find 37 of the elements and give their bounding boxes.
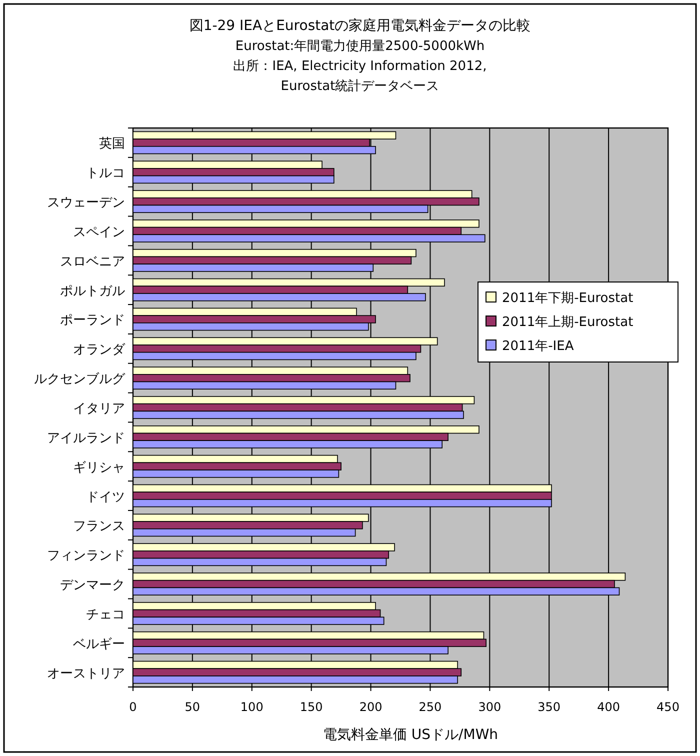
x-tick-label: 350 — [538, 700, 561, 714]
y-tick-label: オーストリア — [47, 666, 125, 682]
x-tick-label: 250 — [418, 700, 442, 714]
legend-label: 2011年下期-Eurostat — [502, 291, 634, 306]
y-tick-label: オランダ — [73, 342, 126, 358]
text: Eurostat統計データベース — [280, 79, 440, 94]
x-tick-label: 400 — [597, 700, 620, 714]
x-tick-label: 50 — [184, 700, 200, 714]
y-tick-label: ルクセンブルグ — [34, 372, 126, 388]
y-tick-label: フィンランド — [47, 548, 125, 564]
x-tick-label: 450 — [656, 700, 680, 714]
y-tick-label: スペイン — [73, 224, 125, 240]
y-tick-label: デンマーク — [60, 578, 125, 594]
x-tick-label: 100 — [240, 700, 264, 714]
x-tick-label: 150 — [300, 700, 323, 714]
y-tick-label: チェコ — [86, 607, 125, 622]
text: 出所：IEA, Electricity Information 2012, — [233, 59, 487, 74]
y-tick-label: ギリシャ — [73, 460, 125, 476]
y-tick-label: ベルギー — [73, 636, 125, 652]
y-tick-label: フランス — [73, 519, 125, 534]
y-tick-label: ポーランド — [60, 313, 125, 328]
y-tick-label: 英国 — [99, 136, 125, 152]
chart-subtitle: Eurostat:年間電力使用量2500-5000kWh — [235, 39, 485, 54]
y-tick-label: トルコ — [86, 166, 125, 182]
x-tick-label: 200 — [359, 700, 382, 714]
y-tick-label: スロベニア — [60, 254, 125, 270]
y-tick-label: ドイツ — [86, 490, 125, 505]
legend-label: 2011年上期-Eurostat — [502, 315, 634, 330]
x-axis-title: 電気料金単価 USドル/MWh — [322, 727, 498, 743]
y-tick-label: スウェーデン — [47, 196, 125, 211]
x-tick-label: 300 — [478, 700, 502, 714]
x-tick-label: 0 — [129, 700, 137, 714]
chart-title: 図1-29 IEAとEurostatの家庭用電気料金データの比較 — [189, 18, 531, 34]
legend-label: 2011年-IEA — [502, 339, 574, 354]
y-tick-label: アイルランド — [47, 430, 125, 446]
y-tick-label: イタリア — [73, 402, 125, 416]
y-tick-label: ポルトガル — [60, 284, 125, 299]
